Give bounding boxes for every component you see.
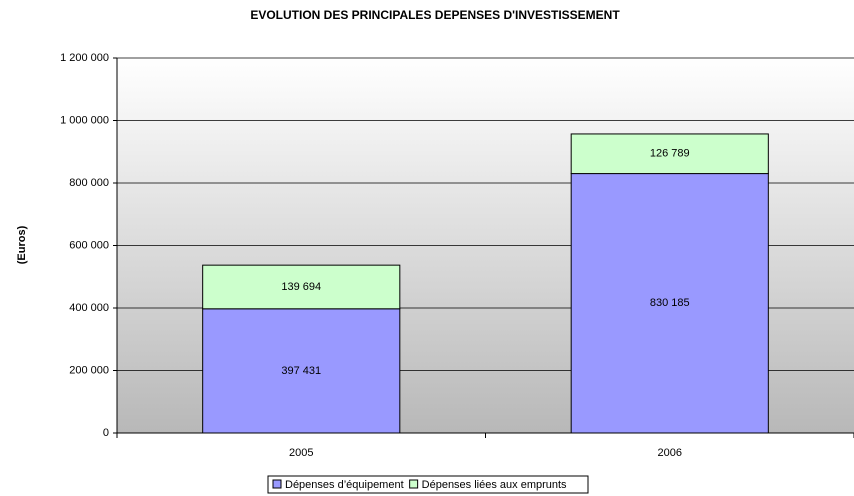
y-tick-label: 800 000 [69,177,109,189]
y-tick-label: 0 [103,427,109,439]
bar-segment [570,133,769,175]
y-tick-label: 400 000 [69,302,109,314]
legend-label: Dépenses d’équipement [285,479,404,491]
value-label: 830 185 [650,297,690,309]
x-tick-label: 2006 [658,447,682,459]
legend-swatch [409,479,419,489]
x-tick-label: 2005 [289,447,313,459]
y-tick-label: 600 000 [69,239,109,251]
bar-segment [202,264,401,310]
legend-box [267,475,589,494]
legend-label: Dépenses liées aux emprunts [422,479,567,491]
y-tick-label: 200 000 [69,364,109,376]
value-label: 397 431 [281,365,321,377]
chart-title: EVOLUTION DES PRINCIPALES DEPENSES D'INV… [250,8,620,22]
y-tick-label: 1 000 000 [60,114,109,126]
bar-segment [570,173,769,434]
legend-swatch [272,479,282,489]
bar-segment [202,308,401,434]
y-tick-label: 1 200 000 [60,52,109,64]
value-label: 139 694 [281,281,321,293]
y-axis-label: (Euros) [16,225,28,264]
value-label: 126 789 [650,148,690,160]
